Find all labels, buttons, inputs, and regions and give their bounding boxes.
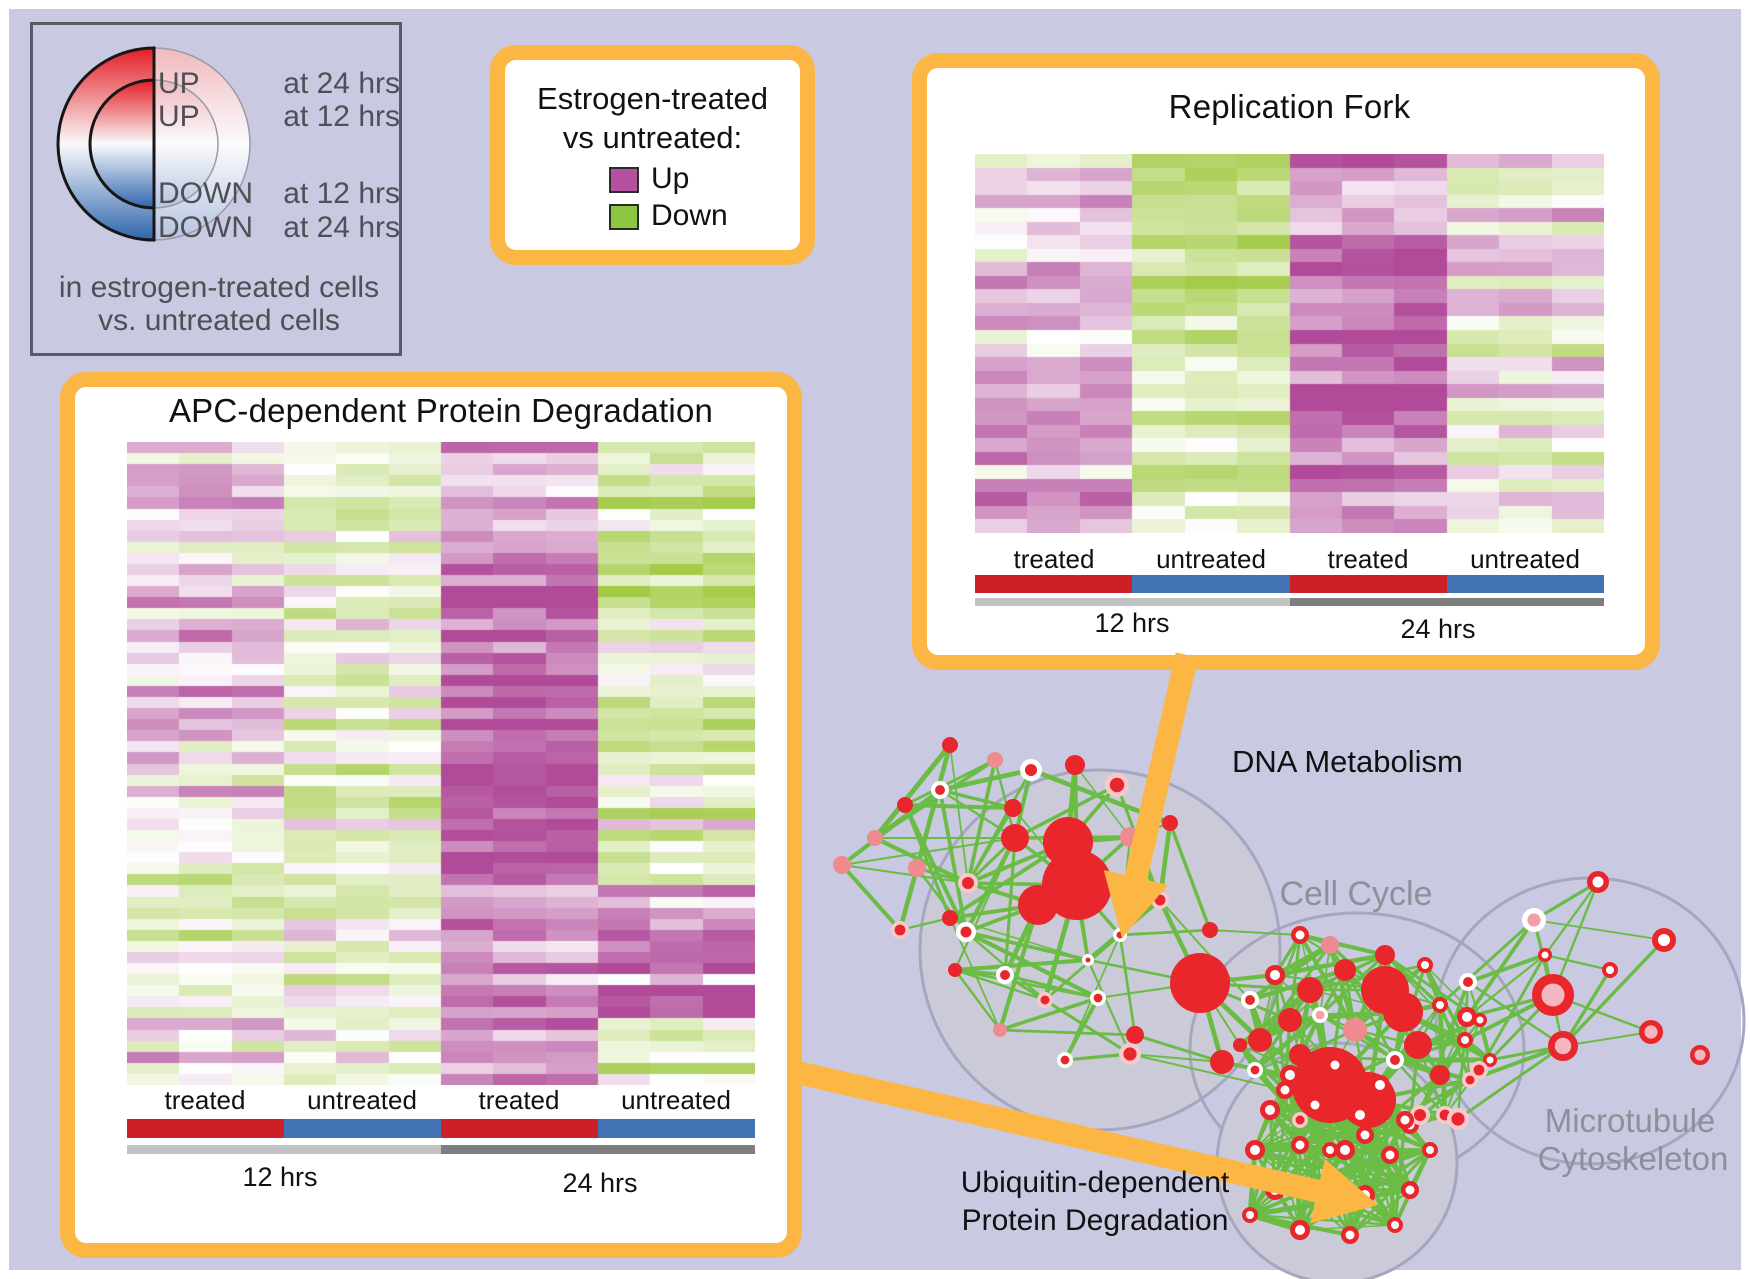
repfork-group-label-1: treated xyxy=(1013,544,1095,574)
ring-legend-dir-down-24: DOWN xyxy=(158,211,253,244)
repfork-time-label-12: 12 hrs xyxy=(1094,608,1170,638)
updown-legend-box: Estrogen-treated vs untreated: Up Down xyxy=(490,45,815,265)
repfork-bar-treated xyxy=(1289,575,1447,593)
repfork-panel-title: Replication Fork xyxy=(1168,88,1411,125)
updown-legend-title-1: Estrogen-treated xyxy=(537,81,768,116)
apc-time-label-24: 24 hrs xyxy=(562,1168,638,1198)
ring-legend-time-down-12: at 12 hrs xyxy=(283,177,400,210)
down-swatch xyxy=(609,204,639,230)
repfork-heatmap xyxy=(975,154,1604,533)
apc-time-bar xyxy=(127,1145,755,1154)
repfork-bar-untreated xyxy=(1446,575,1604,593)
ring-legend-dir-down-12: DOWN xyxy=(158,177,253,210)
dna-metabolism-label: DNA Metabolism xyxy=(1232,744,1463,779)
repfork-time-label-24: 24 hrs xyxy=(1400,614,1476,644)
updown-legend-title-2: vs untreated: xyxy=(562,120,743,155)
up-swatch xyxy=(609,167,639,193)
ring-legend-box: UP at 24 hrs UP at 12 hrs DOWN at 12 hrs… xyxy=(30,22,402,356)
apc-bar-treated xyxy=(127,1119,284,1138)
apc-group-label-3: treated xyxy=(478,1085,560,1115)
ring-legend-time-24: at 24 hrs xyxy=(283,67,400,100)
apc-bar-treated xyxy=(441,1119,598,1138)
ring-legend-time-down-24: at 24 hrs xyxy=(283,211,400,244)
ubiquitin-label-line-2: Protein Degradation xyxy=(961,1204,1229,1237)
microtubule-label-line-2: Cytoskeleton xyxy=(1537,1140,1729,1177)
apc-heatmap xyxy=(127,442,755,1085)
repfork-time-bar xyxy=(975,598,1604,606)
apc-bar-untreated xyxy=(598,1119,755,1138)
apc-bar-untreated xyxy=(284,1119,441,1138)
repfork-treatment-bar xyxy=(975,575,1604,593)
repfork-bar-untreated xyxy=(1132,575,1290,593)
concentric-ring-diagram xyxy=(56,46,251,242)
apc-treatment-bar xyxy=(127,1119,755,1138)
apc-panel-title: APC-dependent Protein Degradation xyxy=(168,392,714,429)
ring-legend-dir-up-24: UP xyxy=(158,67,200,100)
ring-legend-dir-up-12: UP xyxy=(158,100,200,133)
repfork-group-label-2: untreated xyxy=(1156,544,1266,574)
repfork-group-label-4: untreated xyxy=(1470,544,1580,574)
ring-legend-graphic: UP at 24 hrs UP at 12 hrs DOWN at 12 hrs… xyxy=(56,46,400,337)
ring-legend-time-12: at 12 hrs xyxy=(283,100,400,133)
ring-legend-footer-2: vs. untreated cells xyxy=(98,304,340,337)
ring-legend-footer-1: in estrogen-treated cells xyxy=(59,271,379,304)
repfork-timebar-24hrs xyxy=(1289,598,1604,606)
down-label: Down xyxy=(651,199,728,232)
apc-timebar-12hrs xyxy=(127,1145,441,1154)
repfork-bar-treated xyxy=(975,575,1133,593)
ubiquitin-label-line-1: Ubiquitin-dependent xyxy=(960,1166,1230,1199)
cell-cycle-label: Cell Cycle xyxy=(1279,875,1433,913)
apc-time-label-12: 12 hrs xyxy=(242,1162,318,1192)
microtubule-label-line-1: Microtubule xyxy=(1544,1102,1716,1139)
repfork-group-label-3: treated xyxy=(1327,544,1409,574)
up-label: Up xyxy=(651,162,690,195)
apc-timebar-24hrs xyxy=(441,1145,755,1154)
apc-group-label-2: untreated xyxy=(307,1085,417,1115)
apc-group-label-4: untreated xyxy=(621,1085,731,1115)
apc-group-label-1: treated xyxy=(164,1085,246,1115)
repfork-timebar-12hrs xyxy=(975,598,1290,606)
